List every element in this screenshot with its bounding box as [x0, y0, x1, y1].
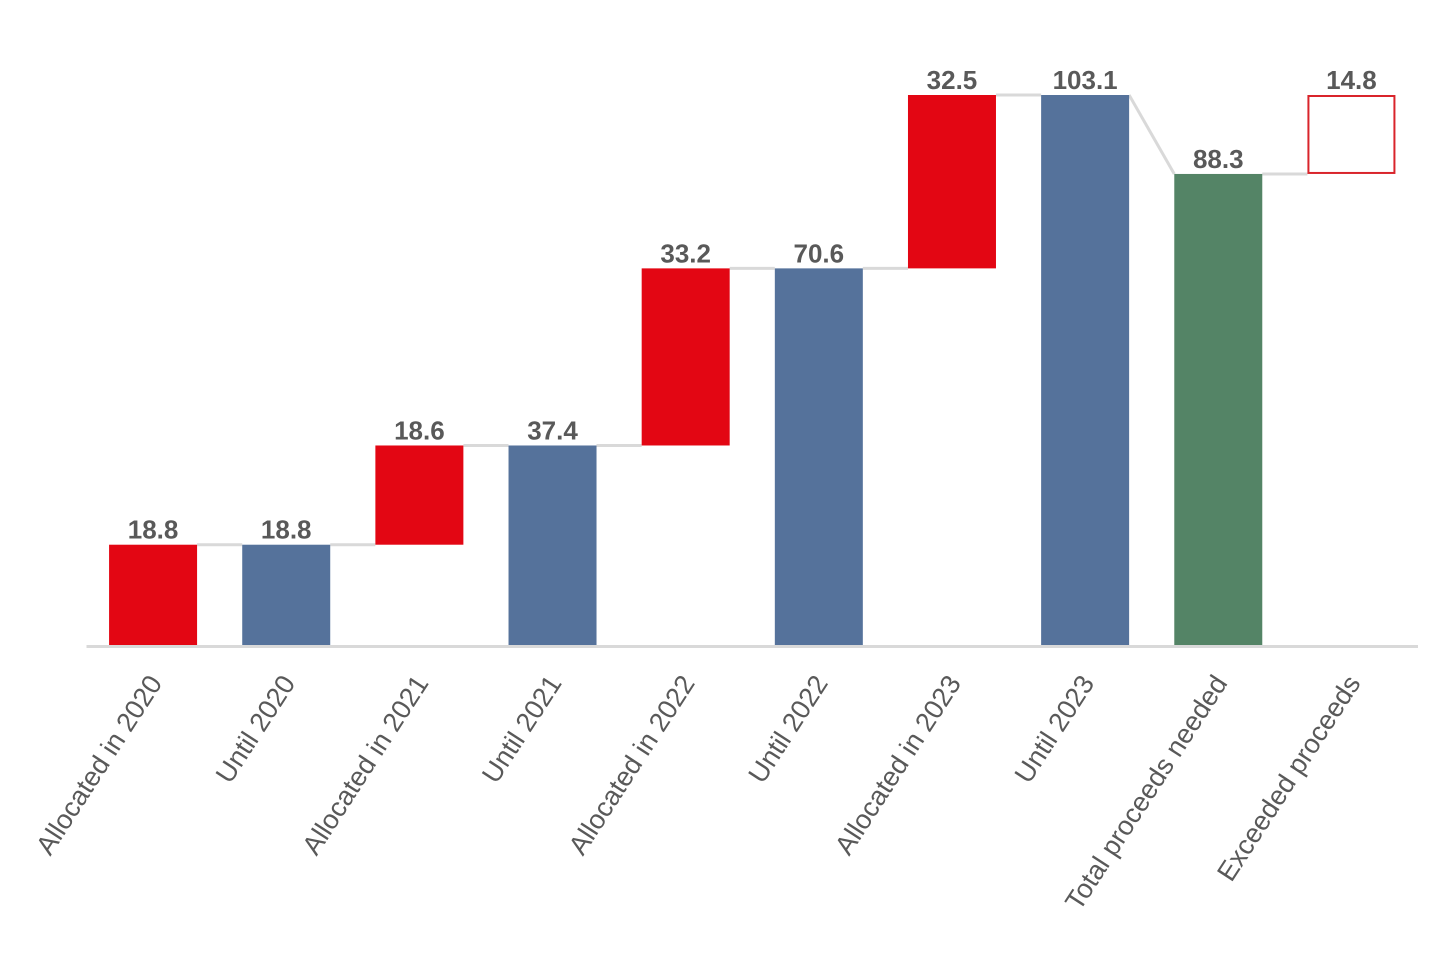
x-tick-label: Until 2021 — [476, 670, 567, 788]
bar — [508, 445, 597, 645]
x-tick-label: Allocated in 2022 — [563, 670, 701, 860]
bar — [109, 544, 198, 645]
x-tick-label: Until 2020 — [210, 670, 301, 788]
value-label: 37.4 — [527, 415, 578, 445]
value-label: 18.8 — [261, 515, 312, 545]
x-tick-label: Until 2022 — [742, 670, 833, 788]
x-tick-label: Allocated in 2021 — [296, 670, 434, 860]
value-label: 18.6 — [394, 415, 445, 445]
connector — [1127, 94, 1176, 175]
bar — [1041, 95, 1130, 645]
x-tick-label: Until 2023 — [1009, 670, 1100, 788]
bar — [242, 544, 331, 645]
bar — [1174, 173, 1263, 646]
bar — [1307, 95, 1396, 174]
bar — [774, 268, 863, 645]
value-label: 32.5 — [927, 65, 978, 95]
value-label: 88.3 — [1193, 144, 1244, 174]
x-tick-label: Allocated in 2023 — [829, 670, 967, 860]
x-tick-label: Allocated in 2020 — [30, 670, 168, 860]
value-label: 33.2 — [660, 238, 711, 268]
x-tick-label: Exceeded proceeds — [1211, 670, 1366, 887]
value-label: 70.6 — [794, 238, 845, 268]
bar — [641, 268, 730, 446]
bar — [375, 445, 464, 545]
value-label: 18.8 — [128, 515, 179, 545]
bar — [907, 95, 996, 269]
value-label: 14.8 — [1326, 65, 1377, 95]
value-label: 103.1 — [1053, 65, 1118, 95]
